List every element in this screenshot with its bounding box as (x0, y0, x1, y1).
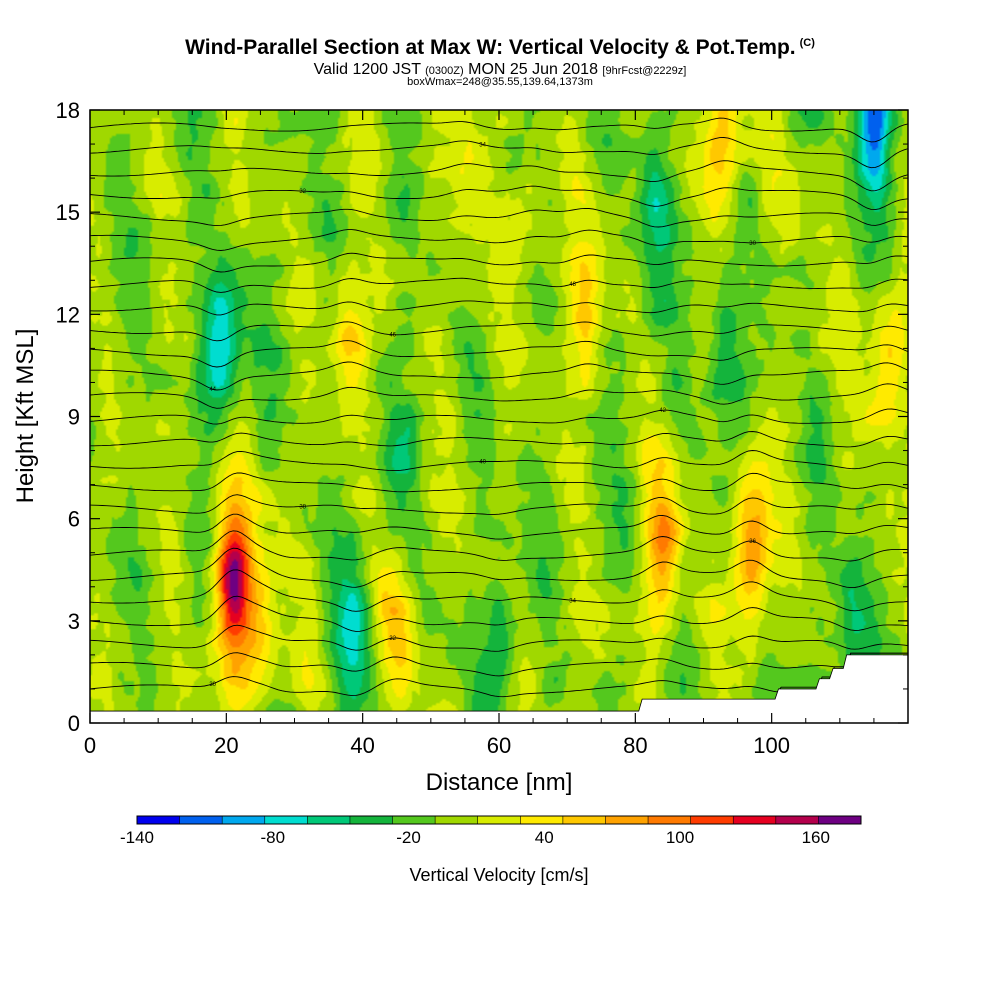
colorbar-labels: -140 -80 -20 40 100 160 (120, 828, 830, 847)
pot-temp-isoline (90, 494, 908, 515)
pot-temp-isoline (90, 431, 908, 448)
colorbar-bin (690, 816, 734, 824)
x-tick-label: 100 (753, 733, 790, 758)
valid-date: MON 25 Jun 2018 (468, 61, 598, 78)
pot-temp-isolines: 30 32 34 36 38 40 42 44 46 48 30 32 34 (90, 117, 908, 698)
colorbar-bin (775, 816, 819, 824)
y-tick-label: 12 (56, 302, 80, 327)
colorbar-bin (648, 816, 691, 824)
colorbar-bin (392, 816, 436, 824)
y-tick-label: 3 (68, 609, 80, 634)
pot-temp-isoline (90, 652, 908, 677)
x-tick-label: 20 (214, 733, 238, 758)
pot-temp-isoline (90, 547, 908, 589)
colorbar-bin (307, 816, 351, 824)
x-tick-label: 60 (487, 733, 511, 758)
pot-temp-isoline (90, 229, 908, 251)
y-tick-label: 9 (68, 405, 80, 430)
colorbar-label: 100 (666, 828, 694, 847)
valid-time-line: Valid 1200 JST (0300Z) MON 25 Jun 2018 [… (0, 61, 1000, 79)
isoline-label: 44 (209, 387, 216, 393)
isoline-label: 42 (659, 408, 666, 414)
colorbar-bin (349, 816, 393, 824)
colorbar-bin (222, 816, 266, 824)
colorbar-label: 160 (802, 828, 830, 847)
pot-temp-isoline (90, 624, 908, 652)
y-axis-title: Height [Kft MSL] (12, 329, 39, 504)
isoline-label: 38 (299, 504, 306, 510)
colorbar-label: -20 (396, 828, 421, 847)
title-mark: (C) (799, 37, 815, 49)
isoline-label: 30 (209, 682, 216, 688)
isoline-label: 32 (299, 189, 306, 195)
colorbar-label: -80 (260, 828, 285, 847)
colorbar (136, 815, 862, 825)
pot-temp-isoline (90, 408, 908, 425)
colorbar-bin (435, 816, 479, 824)
forecast-info: [9hrFcst@2229z] (602, 65, 687, 77)
pot-temp-isoline (90, 117, 908, 143)
y-tick-label: 15 (56, 200, 80, 225)
pot-temp-isoline (90, 361, 908, 391)
y-tick-label: 18 (56, 98, 80, 123)
vertical-velocity-field (90, 110, 908, 723)
x-axis-title: Distance [nm] (426, 769, 573, 796)
pot-temp-isoline (90, 340, 908, 368)
colorbar-bin (137, 816, 180, 824)
isoline-label: 34 (569, 598, 576, 604)
isoline-label: 36 (749, 539, 756, 545)
pot-temp-isoline (90, 252, 908, 273)
colorbar-title: Vertical Velocity [cm/s] (409, 865, 588, 885)
box-info: boxWmax=248@35.55,139.64,1373m (407, 76, 593, 88)
colorbar-label: 40 (535, 828, 554, 847)
pot-temp-isoline (90, 160, 908, 192)
pot-temp-isoline (90, 185, 908, 211)
x-tick-label: 0 (84, 733, 96, 758)
pot-temp-isoline (90, 652, 908, 698)
x-axis: 0 20 40 60 80 100 (84, 110, 875, 758)
valid-prefix: Valid 1200 JST (313, 61, 421, 78)
pot-temp-isoline (90, 207, 908, 228)
isoline-label: 40 (479, 460, 486, 466)
pot-temp-isoline (90, 137, 908, 169)
colorbar-bin (605, 816, 649, 824)
y-tick-label: 6 (68, 507, 80, 532)
pot-temp-isoline (90, 472, 908, 493)
colorbar-bin (179, 816, 223, 824)
x-tick-label: 40 (350, 733, 374, 758)
x-tick-label: 80 (623, 733, 647, 758)
colorbar-bin (520, 816, 564, 824)
pot-temp-isoline (90, 321, 908, 342)
plot-area: 30 32 34 36 38 40 42 44 46 48 30 32 34 (90, 110, 908, 723)
isoline-label: 34 (479, 142, 486, 148)
isoline-label: 32 (389, 636, 396, 642)
pot-temp-isoline (90, 300, 908, 316)
isoline-label: 46 (389, 333, 396, 339)
colorbar-bin (562, 816, 606, 824)
colorbar-label: -140 (120, 828, 154, 847)
colorbar-bin (264, 816, 308, 824)
terrain-surface (90, 654, 908, 723)
colorbar-bin (733, 816, 777, 824)
valid-zulu: (0300Z) (425, 65, 464, 77)
colorbar-bin (477, 816, 521, 824)
pot-temp-isoline (90, 595, 908, 632)
pot-temp-isoline (90, 513, 908, 540)
terrain (90, 654, 908, 723)
pot-temp-isoline (90, 383, 908, 409)
chart-title: Wind-Parallel Section at Max W: Vertical… (185, 36, 815, 59)
isoline-label: 48 (569, 282, 576, 288)
pot-temp-isoline (90, 277, 908, 293)
pot-temp-isoline (90, 450, 908, 472)
y-tick-label: 0 (68, 711, 80, 736)
colorbar-bin (818, 816, 862, 824)
pot-temp-isoline (90, 569, 908, 612)
isoline-label: 30 (749, 241, 756, 247)
pot-temp-isoline (90, 530, 908, 562)
